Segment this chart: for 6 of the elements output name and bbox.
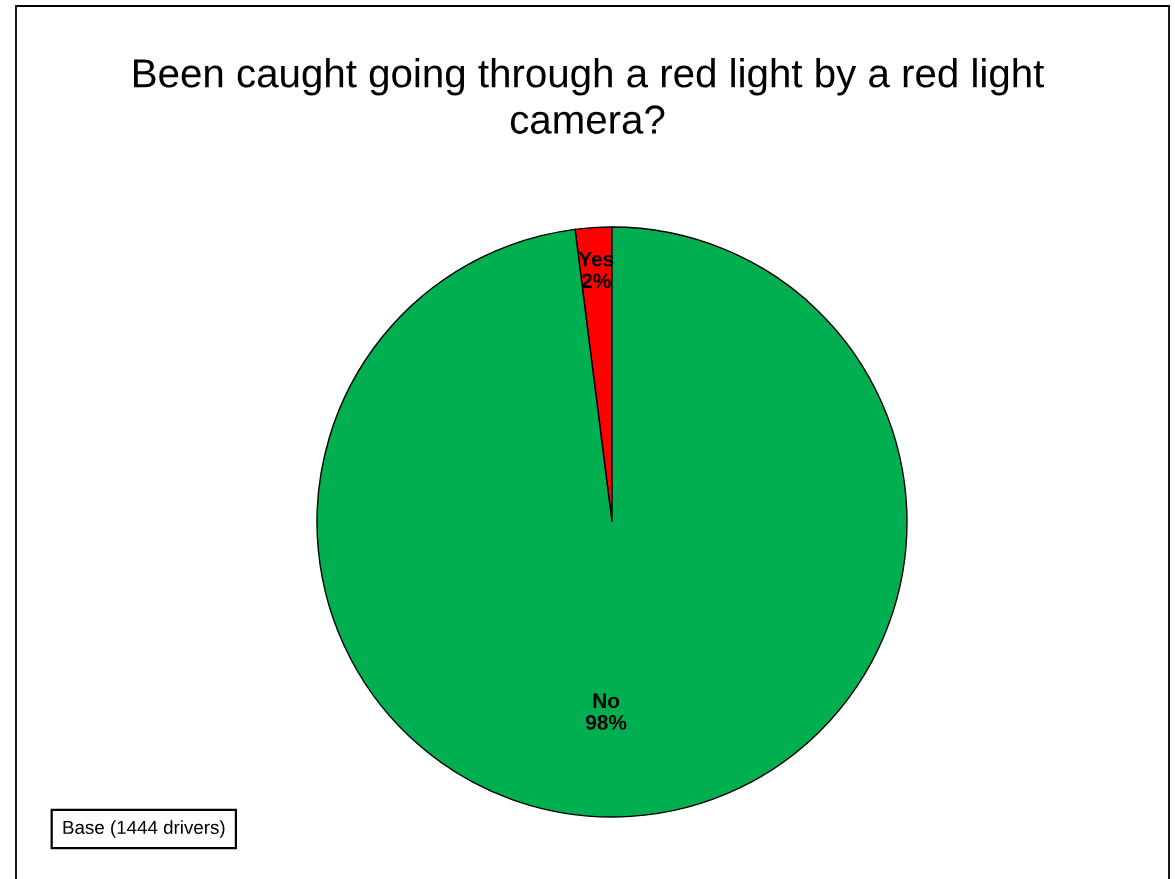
data-label: 2% — [581, 273, 611, 289]
slice-label: No — [593, 693, 620, 709]
chart-title: Been caught going through a red light by a red light camera? — [134, 58, 1045, 134]
text: Base (1444 drivers) — [63, 820, 225, 838]
pie-slice — [316, 226, 908, 818]
data-label: 98% — [585, 715, 627, 730]
